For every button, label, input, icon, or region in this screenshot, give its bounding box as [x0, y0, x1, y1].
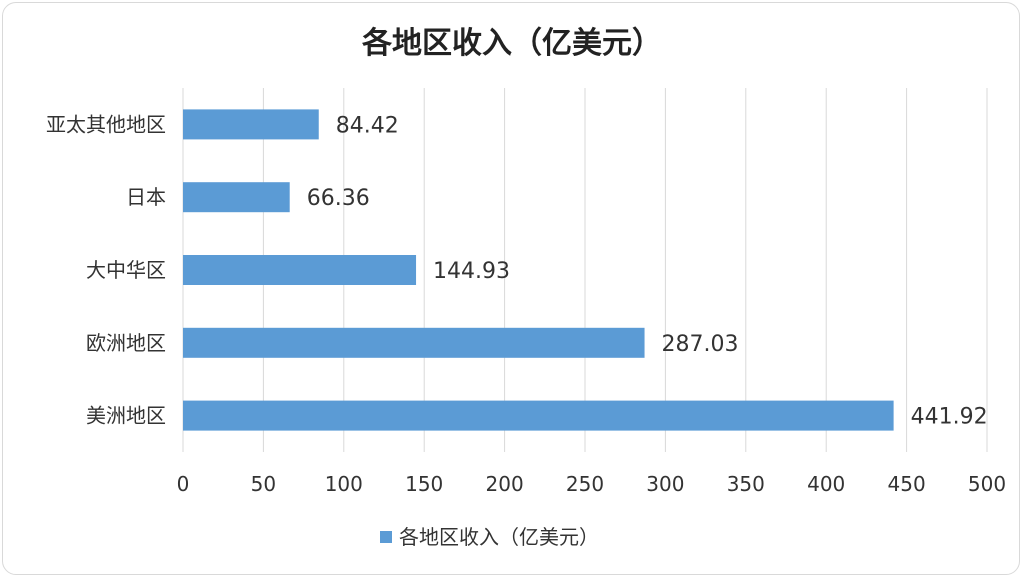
- bar: [183, 109, 319, 140]
- legend-label: 各地区收入（亿美元）: [399, 525, 599, 549]
- x-tick-label: 400: [807, 472, 845, 496]
- bar: [183, 400, 894, 431]
- bar: [183, 182, 290, 213]
- bar: [183, 255, 417, 285]
- data-label: 84.42: [336, 113, 399, 138]
- data-label: 66.36: [307, 186, 370, 211]
- x-tick-label: 0: [177, 472, 190, 496]
- data-labels: 441.92 287.03 144.93 66.36 84.42: [307, 113, 988, 429]
- category-label: 亚太其他地区: [46, 112, 166, 136]
- gridlines: [182, 88, 988, 452]
- x-tick-label: 500: [968, 472, 1006, 496]
- chart-title: 各地区收入（亿美元）: [361, 26, 662, 61]
- category-label: 日本: [126, 185, 166, 209]
- category-labels: 美洲地区 欧洲地区 大中华区 日本 亚太其他地区: [46, 112, 166, 427]
- bars: [183, 109, 894, 431]
- x-tick-label: 200: [486, 472, 524, 496]
- legend: 各地区收入（亿美元）: [380, 525, 599, 549]
- bar: [183, 327, 645, 358]
- x-tick-label: 300: [646, 472, 684, 496]
- x-tick-label: 250: [566, 472, 604, 496]
- data-label: 144.93: [433, 259, 510, 284]
- x-tick-label: 450: [888, 472, 926, 496]
- category-label: 大中华区: [86, 258, 166, 282]
- x-axis-ticks: 0 50 100 150 200 250 300 350 400 450 500: [177, 472, 1006, 496]
- category-label: 欧洲地区: [86, 331, 166, 355]
- data-label: 287.03: [662, 332, 739, 357]
- x-tick-label: 350: [727, 472, 765, 496]
- x-tick-label: 150: [405, 472, 443, 496]
- x-tick-label: 100: [325, 472, 363, 496]
- x-tick-label: 50: [251, 472, 276, 496]
- data-label: 441.92: [911, 405, 988, 430]
- category-label: 美洲地区: [86, 404, 166, 428]
- legend-swatch: [380, 531, 392, 543]
